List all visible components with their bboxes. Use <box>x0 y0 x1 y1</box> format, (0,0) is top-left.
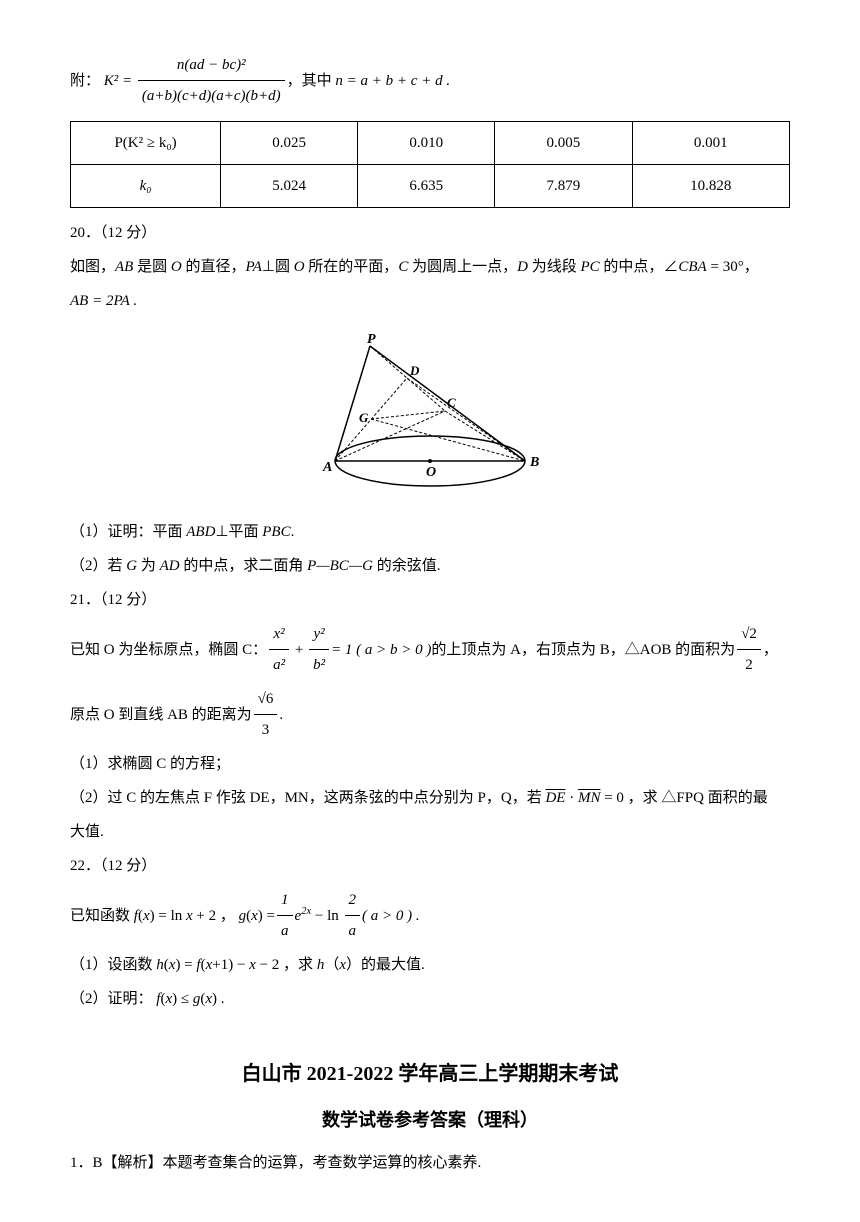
q22-num: 22．（12 分） <box>70 851 790 881</box>
cell: 0.010 <box>358 122 495 165</box>
cell: 6.635 <box>358 165 495 208</box>
answer-1: 1．B【解析】本题考查集合的运算，考查数学运算的核心素养. <box>70 1148 790 1178</box>
svg-text:B: B <box>529 455 539 470</box>
header-cell: k₀ <box>71 165 221 208</box>
n-expr: n = a + b + c + d . <box>335 66 450 96</box>
q21-part2-last: 大值. <box>70 817 790 847</box>
q21-part2: （2）过 C 的左焦点 F 作弦 DE，MN，这两条弦的中点分别为 P，Q，若 … <box>70 783 790 813</box>
q21-num: 21．（12 分） <box>70 585 790 615</box>
q22-part2: （2）证明： f(x) ≤ g(x) . <box>70 984 790 1014</box>
probability-table: P(K² ≥ k₀) 0.025 0.010 0.005 0.001 k₀ 5.… <box>70 121 790 208</box>
formula-num: n(ad − bc)² <box>138 50 285 81</box>
svg-text:D: D <box>409 363 420 378</box>
answer-title-1: 白山市 2021-2022 学年高三上学期期末考试 <box>70 1054 790 1094</box>
svg-text:C: C <box>447 395 456 410</box>
svg-text:A: A <box>322 460 332 475</box>
formula-den: (a+b)(c+d)(a+c)(b+d) <box>138 81 285 111</box>
cell: 7.879 <box>495 165 632 208</box>
cell: 0.025 <box>221 122 358 165</box>
q21-intro: 已知 O 为坐标原点，椭圆 C： x² a² + y² b² = 1 ( a >… <box>70 619 790 680</box>
q20-part2: （2）若 G 为 AD 的中点，求二面角 P—BC—G 的余弦值. <box>70 551 790 581</box>
suffix: ，其中 <box>287 66 332 96</box>
q20-text1: 如图，AB 是圆 O 的直径，PA⊥圆 O 所在的平面，C 为圆周上一点，D 为… <box>70 252 790 282</box>
answer-title-2: 数学试卷参考答案（理科） <box>70 1102 790 1138</box>
attachment-formula: 附： K² = n(ad − bc)² (a+b)(c+d)(a+c)(b+d)… <box>70 50 790 111</box>
prefix: 附： <box>70 66 100 96</box>
header-cell: P(K² ≥ k₀) <box>71 122 221 165</box>
figure-20: P D G C A O B <box>70 331 790 502</box>
q22-intro: 已知函数 f(x) = ln x + 2 ， g(x) = 1 a e2x − … <box>70 885 790 946</box>
q20-text2: AB = 2PA . <box>70 286 790 316</box>
table-row: P(K² ≥ k₀) 0.025 0.010 0.005 0.001 <box>71 122 790 165</box>
cell: 0.001 <box>632 122 789 165</box>
svg-text:O: O <box>426 465 436 480</box>
q21-part1: （1）求椭圆 C 的方程； <box>70 749 790 779</box>
geometry-figure: P D G C A O B <box>315 331 545 491</box>
svg-text:P: P <box>367 332 376 347</box>
q21-dist: 原点 O 到直线 AB 的距离为 √6 3 . <box>70 684 790 745</box>
cell: 10.828 <box>632 165 789 208</box>
q20-part1: （1）证明：平面 ABD⊥平面 PBC. <box>70 517 790 547</box>
table-row: k₀ 5.024 6.635 7.879 10.828 <box>71 165 790 208</box>
cell: 0.005 <box>495 122 632 165</box>
q22-part1: （1）设函数 h(x) = f(x+1) − x − 2 ，求 h（x）的最大值… <box>70 950 790 980</box>
svg-text:G: G <box>359 410 369 425</box>
cell: 5.024 <box>221 165 358 208</box>
q20-num: 20．（12 分） <box>70 218 790 248</box>
